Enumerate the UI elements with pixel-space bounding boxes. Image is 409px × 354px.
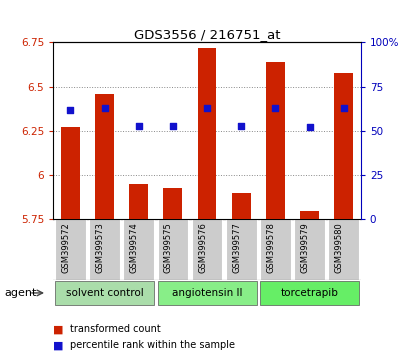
- Bar: [333, 73, 352, 219]
- Text: GSM399578: GSM399578: [266, 222, 275, 273]
- Text: GSM399580: GSM399580: [334, 222, 343, 273]
- Bar: [259, 219, 290, 280]
- Point: [67, 107, 74, 113]
- Bar: [123, 219, 154, 280]
- Title: GDS3556 / 216751_at: GDS3556 / 216751_at: [133, 28, 280, 41]
- Bar: [299, 211, 318, 219]
- Point: [203, 105, 210, 111]
- Bar: [95, 94, 114, 219]
- Bar: [328, 219, 358, 280]
- Bar: [265, 62, 284, 219]
- Bar: [231, 193, 250, 219]
- Point: [101, 105, 108, 111]
- Text: GSM399577: GSM399577: [231, 222, 240, 273]
- Bar: [129, 184, 148, 219]
- Point: [339, 105, 346, 111]
- Text: GSM399575: GSM399575: [164, 222, 173, 273]
- Text: torcetrapib: torcetrapib: [280, 288, 338, 298]
- Bar: [191, 219, 222, 280]
- Text: angiotensin II: angiotensin II: [171, 288, 242, 298]
- Bar: [157, 219, 188, 280]
- Text: ■: ■: [53, 340, 64, 350]
- Text: agent: agent: [4, 288, 36, 298]
- Text: transformed count: transformed count: [70, 324, 160, 334]
- Text: GSM399579: GSM399579: [300, 222, 309, 273]
- Point: [169, 123, 176, 129]
- Point: [306, 125, 312, 130]
- Bar: [61, 127, 80, 219]
- Bar: [55, 281, 154, 305]
- Text: solvent control: solvent control: [65, 288, 143, 298]
- Bar: [294, 219, 324, 280]
- Text: GSM399572: GSM399572: [61, 222, 70, 273]
- Text: percentile rank within the sample: percentile rank within the sample: [70, 340, 234, 350]
- Bar: [259, 281, 358, 305]
- Bar: [163, 188, 182, 219]
- Point: [135, 123, 142, 129]
- Point: [237, 123, 244, 129]
- Point: [272, 105, 278, 111]
- Text: GSM399574: GSM399574: [129, 222, 138, 273]
- Bar: [225, 219, 256, 280]
- Text: GSM399576: GSM399576: [198, 222, 207, 273]
- Bar: [89, 219, 120, 280]
- Text: ■: ■: [53, 324, 64, 334]
- Bar: [55, 219, 85, 280]
- Bar: [197, 48, 216, 219]
- Text: GSM399573: GSM399573: [95, 222, 104, 273]
- Bar: [157, 281, 256, 305]
